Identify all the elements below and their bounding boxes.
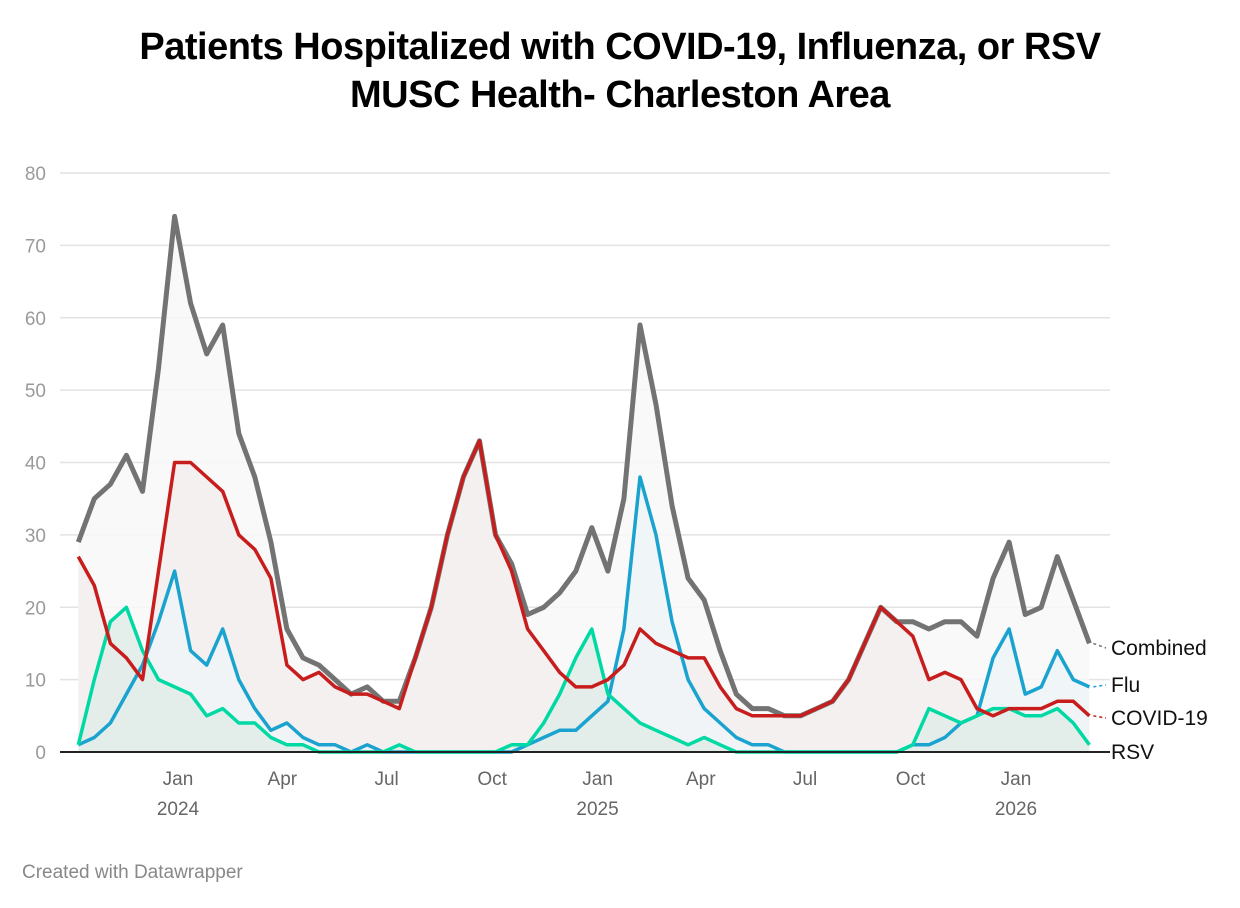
- line-flu: [77, 475, 1091, 754]
- area-rsv: [78, 607, 1090, 752]
- chart-title: Patients Hospitalized with COVID-19, Inf…: [139, 26, 1101, 68]
- x-tick-label: Oct: [896, 769, 926, 790]
- line-covid-19: [76, 439, 1091, 718]
- x-tick-label: Jul: [374, 769, 398, 790]
- y-tick-label: 70: [25, 236, 46, 257]
- x-tick-label: Apr: [686, 769, 716, 790]
- x-tick-label: Apr: [268, 769, 298, 790]
- label-connector: [1093, 684, 1107, 688]
- y-tick-label: 10: [25, 671, 46, 692]
- x-tick-label: Jan: [582, 769, 613, 790]
- x-tick-label: Jan: [163, 769, 194, 790]
- y-tick-label: 20: [25, 598, 46, 619]
- label-connector: [1093, 715, 1107, 719]
- series-label-rsv: RSV: [1111, 741, 1154, 764]
- y-tick-label: 40: [25, 454, 46, 475]
- x-tick-label: Jul: [793, 769, 817, 790]
- y-tick-label: 50: [25, 381, 46, 402]
- x-tick-label: Jan: [1001, 769, 1032, 790]
- series-label-flu: Flu: [1111, 674, 1140, 697]
- y-tick-label: 60: [25, 309, 46, 330]
- series-label-covid-19: COVID-19: [1111, 707, 1208, 730]
- y-tick-label: 0: [35, 743, 46, 764]
- x-tick-label: Oct: [477, 769, 507, 790]
- chart-subtitle: MUSC Health- Charleston Area: [350, 74, 890, 116]
- line-rsv: [76, 605, 1091, 754]
- label-connector: [1093, 642, 1107, 649]
- x-tick-year-label: 2026: [995, 799, 1037, 820]
- y-tick-label: 80: [25, 164, 46, 185]
- x-tick-year-label: 2024: [157, 799, 200, 820]
- line-combined: [75, 213, 1092, 719]
- series-label-combined: Combined: [1111, 637, 1207, 660]
- y-tick-label: 30: [25, 526, 46, 547]
- footer-credit: Created with Datawrapper: [22, 862, 243, 883]
- x-tick-year-label: 2025: [576, 799, 618, 820]
